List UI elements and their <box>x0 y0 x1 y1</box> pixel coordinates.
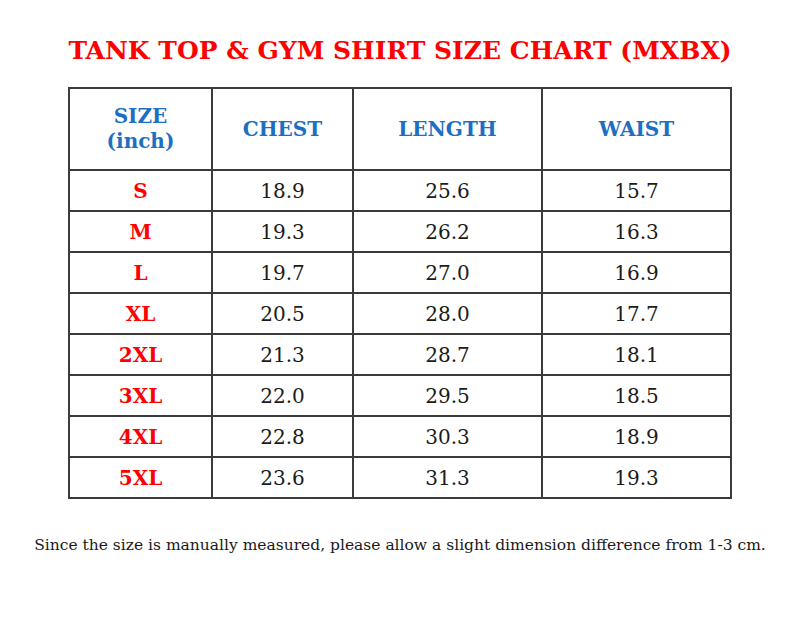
header-chest: CHEST <box>212 88 353 170</box>
chest-value: 22.8 <box>212 416 353 457</box>
table-row: 3XL 22.0 29.5 18.5 <box>69 375 731 416</box>
length-value: 26.2 <box>353 211 542 252</box>
size-label: XL <box>69 293 212 334</box>
size-chart-page: TANK TOP & GYM SHIRT SIZE CHART (MXBX) S… <box>0 0 800 633</box>
waist-value: 18.5 <box>542 375 731 416</box>
size-label: 5XL <box>69 457 212 498</box>
size-label: 3XL <box>69 375 212 416</box>
header-size-unit: (inch) <box>70 129 211 154</box>
size-label: M <box>69 211 212 252</box>
measurement-disclaimer-note: Since the size is manually measured, ple… <box>0 536 800 554</box>
length-value: 29.5 <box>353 375 542 416</box>
header-length: LENGTH <box>353 88 542 170</box>
size-label: L <box>69 252 212 293</box>
table-row: 5XL 23.6 31.3 19.3 <box>69 457 731 498</box>
table-row: M 19.3 26.2 16.3 <box>69 211 731 252</box>
waist-value: 16.3 <box>542 211 731 252</box>
chest-value: 22.0 <box>212 375 353 416</box>
page-title: TANK TOP & GYM SHIRT SIZE CHART (MXBX) <box>0 0 800 65</box>
length-value: 28.0 <box>353 293 542 334</box>
size-label: S <box>69 170 212 211</box>
chest-value: 20.5 <box>212 293 353 334</box>
length-value: 28.7 <box>353 334 542 375</box>
waist-value: 17.7 <box>542 293 731 334</box>
size-chart-table: SIZE (inch) CHEST LENGTH WAIST S 18.9 25… <box>68 87 732 499</box>
waist-value: 15.7 <box>542 170 731 211</box>
table-row: L 19.7 27.0 16.9 <box>69 252 731 293</box>
table-row: XL 20.5 28.0 17.7 <box>69 293 731 334</box>
length-value: 25.6 <box>353 170 542 211</box>
waist-value: 19.3 <box>542 457 731 498</box>
header-waist: WAIST <box>542 88 731 170</box>
header-size-label: SIZE <box>70 104 211 129</box>
table-row: 4XL 22.8 30.3 18.9 <box>69 416 731 457</box>
size-label: 2XL <box>69 334 212 375</box>
waist-value: 16.9 <box>542 252 731 293</box>
chest-value: 19.7 <box>212 252 353 293</box>
table-header: SIZE (inch) CHEST LENGTH WAIST <box>69 88 731 170</box>
length-value: 30.3 <box>353 416 542 457</box>
chest-value: 23.6 <box>212 457 353 498</box>
table-row: 2XL 21.3 28.7 18.1 <box>69 334 731 375</box>
waist-value: 18.1 <box>542 334 731 375</box>
header-size: SIZE (inch) <box>69 88 212 170</box>
chest-value: 19.3 <box>212 211 353 252</box>
size-label: 4XL <box>69 416 212 457</box>
chest-value: 18.9 <box>212 170 353 211</box>
chest-value: 21.3 <box>212 334 353 375</box>
length-value: 31.3 <box>353 457 542 498</box>
table-body: S 18.9 25.6 15.7 M 19.3 26.2 16.3 L 19.7… <box>69 170 731 498</box>
length-value: 27.0 <box>353 252 542 293</box>
waist-value: 18.9 <box>542 416 731 457</box>
table-row: S 18.9 25.6 15.7 <box>69 170 731 211</box>
header-row: SIZE (inch) CHEST LENGTH WAIST <box>69 88 731 170</box>
